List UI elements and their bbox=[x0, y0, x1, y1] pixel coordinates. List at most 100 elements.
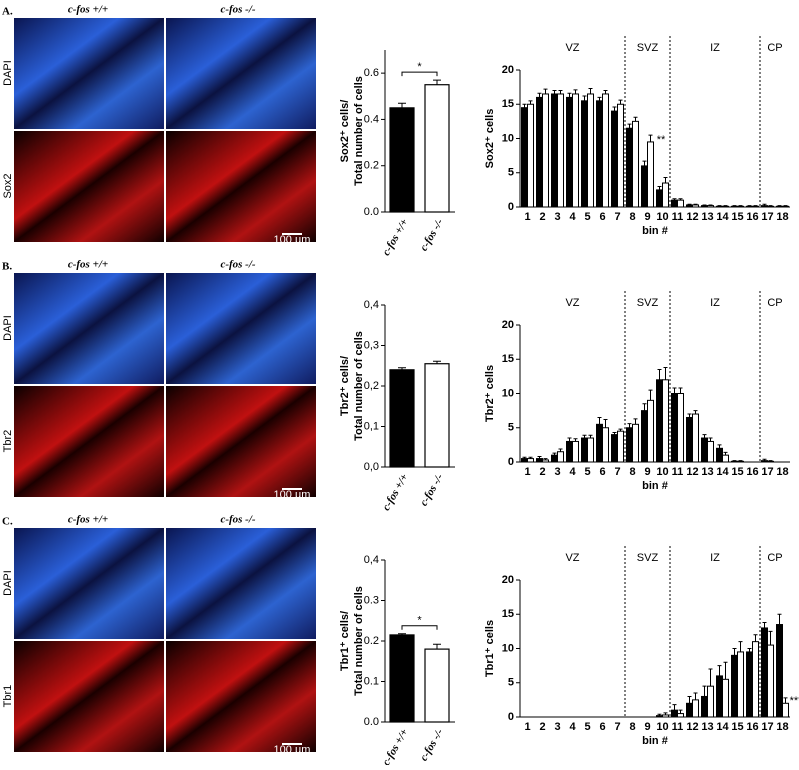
x-tick-label: 11 bbox=[672, 721, 684, 733]
x-tick-label: 12 bbox=[686, 211, 698, 223]
y-tick-label: 0,2 bbox=[364, 380, 379, 392]
x-tick-label: 11 bbox=[672, 466, 684, 478]
error-bar bbox=[627, 423, 632, 428]
y-tick-label: 0.2 bbox=[364, 635, 379, 647]
zone-label: SVZ bbox=[637, 552, 659, 564]
bar bbox=[662, 182, 669, 208]
error-bar bbox=[753, 634, 758, 642]
micrograph bbox=[14, 273, 164, 384]
y-tick-label: 10 bbox=[502, 642, 514, 654]
bar bbox=[662, 714, 669, 718]
bar bbox=[424, 363, 450, 468]
y-tick-label: 15 bbox=[502, 98, 514, 110]
row-label: Tbr2 bbox=[2, 430, 14, 453]
scale-bar-label: 100 µm bbox=[274, 744, 311, 756]
bar bbox=[677, 199, 684, 208]
error-bar bbox=[537, 92, 542, 98]
bar bbox=[692, 413, 699, 463]
bar bbox=[737, 651, 744, 718]
bar bbox=[737, 205, 744, 208]
bar bbox=[617, 430, 624, 463]
bar bbox=[617, 103, 624, 208]
x-tick-label: 8 bbox=[629, 211, 635, 223]
bar bbox=[656, 715, 663, 718]
y-tick-label: 0.6 bbox=[364, 67, 379, 79]
error-bar bbox=[708, 204, 713, 206]
scale-bar-label: 100 µm bbox=[274, 234, 311, 246]
y-tick-label: 0.1 bbox=[364, 675, 379, 687]
x-tick-label: 9 bbox=[644, 211, 650, 223]
y-tick-label: 0,3 bbox=[364, 339, 379, 351]
error-bar bbox=[783, 697, 788, 704]
error-bar bbox=[723, 661, 728, 680]
micrograph bbox=[166, 18, 316, 129]
error-bar bbox=[708, 437, 713, 442]
x-tick-label: 8 bbox=[629, 466, 635, 478]
x-tick-label: 6 bbox=[599, 211, 605, 223]
bar bbox=[782, 205, 789, 208]
error-bar bbox=[717, 444, 722, 449]
x-tick-label: 1 bbox=[524, 466, 530, 478]
x-tick-label: 17 bbox=[761, 721, 773, 733]
x-tick-label: 4 bbox=[569, 721, 576, 733]
x-tick-label: 13 bbox=[701, 721, 713, 733]
bar bbox=[686, 702, 693, 718]
bar bbox=[647, 141, 654, 208]
bar bbox=[761, 460, 768, 463]
y-tick-label: 0.2 bbox=[364, 160, 379, 172]
error-bar bbox=[537, 456, 542, 459]
bar bbox=[602, 427, 609, 463]
zone-label: IZ bbox=[710, 42, 720, 54]
row-label: DAPI bbox=[2, 60, 14, 86]
error-bar bbox=[723, 451, 728, 456]
error-bar bbox=[717, 205, 722, 207]
y-axis-label: Tbr1⁺ cells bbox=[484, 620, 496, 677]
x-tick-label: 18 bbox=[776, 466, 788, 478]
error-bar bbox=[657, 713, 662, 716]
bar bbox=[572, 440, 579, 463]
error-bar bbox=[768, 205, 773, 207]
error-bar bbox=[693, 692, 698, 700]
error-bar bbox=[612, 432, 617, 435]
bar bbox=[722, 454, 729, 463]
bar bbox=[731, 205, 738, 208]
error-bar bbox=[663, 712, 668, 715]
error-bar bbox=[663, 177, 668, 184]
y-axis-label: Sox2⁺ cells/ bbox=[339, 100, 351, 163]
bar bbox=[686, 416, 693, 463]
column-header: c-fos -/- bbox=[220, 4, 255, 16]
bar bbox=[701, 205, 708, 208]
bar bbox=[536, 96, 543, 208]
y-tick-label: 20 bbox=[502, 319, 514, 331]
column-header: c-fos -/- bbox=[220, 514, 255, 526]
bar bbox=[752, 205, 759, 208]
x-tick-label: 2 bbox=[539, 211, 545, 223]
error-bar bbox=[433, 643, 441, 650]
error-bar bbox=[678, 198, 683, 201]
bar bbox=[767, 644, 774, 718]
y-tick-label: 15 bbox=[502, 353, 514, 365]
error-bar bbox=[693, 203, 698, 205]
column-header: c-fos +/+ bbox=[68, 4, 108, 16]
x-tick-label: 5 bbox=[584, 211, 590, 223]
x-tick-label: 4 bbox=[569, 211, 576, 223]
error-bar bbox=[567, 92, 572, 98]
x-tick-label: 9 bbox=[644, 466, 650, 478]
y-axis-label: Total number of cells bbox=[353, 76, 365, 186]
x-axis-label: bin # bbox=[642, 735, 668, 747]
x-tick-label: 12 bbox=[686, 721, 698, 733]
bar bbox=[557, 93, 564, 208]
error-bar bbox=[398, 367, 406, 370]
y-axis-label: Sox2⁺ cells bbox=[484, 109, 496, 169]
error-bar bbox=[603, 90, 608, 94]
error-bar bbox=[522, 456, 527, 459]
error-bar bbox=[588, 87, 593, 94]
row-label: DAPI bbox=[2, 570, 14, 596]
error-bar bbox=[552, 90, 557, 94]
y-tick-label: 0.3 bbox=[364, 594, 379, 606]
x-tick-label: c-fos +/+ bbox=[380, 472, 411, 513]
bar bbox=[767, 460, 774, 463]
bar bbox=[767, 205, 774, 208]
bar bbox=[782, 702, 789, 718]
